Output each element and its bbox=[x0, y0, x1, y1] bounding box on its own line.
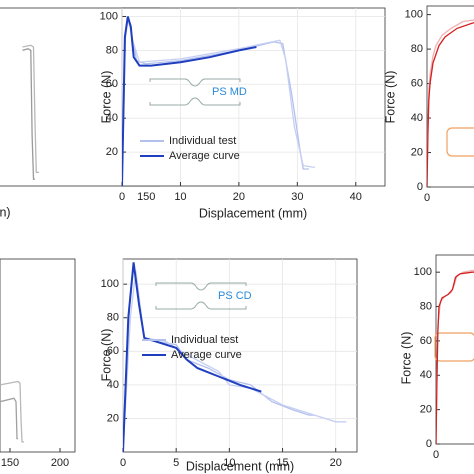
legend-label: Individual test bbox=[169, 135, 236, 147]
panel: 0 20 40 60 80 100 0 Force (N) bbox=[383, 5, 474, 204]
x-axis-label: n) bbox=[0, 205, 11, 219]
y-tick-label: 40 bbox=[107, 379, 119, 391]
x-tick-label: 150 bbox=[1, 457, 19, 469]
plot-area bbox=[0, 258, 76, 453]
panel: 20 40 60 80 100 0 5 10 15 20 Displacement (mm) Forc… bbox=[99, 258, 358, 473]
y-tick-label: 20 bbox=[420, 404, 432, 416]
series-line bbox=[123, 262, 262, 452]
legend-label: Average curve bbox=[169, 150, 240, 162]
x-tick-label: 30 bbox=[291, 191, 303, 203]
x-tick-label: 10 bbox=[223, 457, 235, 469]
x-tick-label: 5 bbox=[173, 457, 179, 469]
x-tick-label: 15 bbox=[276, 457, 288, 469]
y-tick-label: 40 bbox=[411, 112, 423, 124]
series-line bbox=[123, 270, 347, 452]
series-line bbox=[0, 380, 24, 443]
specimen-shape bbox=[155, 282, 247, 310]
x-tick-label: 0 bbox=[433, 449, 439, 461]
legend-label: Individual test bbox=[171, 334, 238, 346]
specimen-shape bbox=[149, 78, 241, 106]
x-tick-label: 200 bbox=[51, 457, 69, 469]
y-tick-label: 60 bbox=[420, 335, 432, 347]
y-tick-label: 0 bbox=[417, 181, 423, 193]
x-tick-label: 10 bbox=[174, 191, 186, 203]
y-axis-label: Force (N) bbox=[383, 71, 397, 124]
y-tick-label: 0 bbox=[426, 438, 432, 450]
y-axis-label: Force (N) bbox=[99, 71, 113, 124]
panel: 150 200 bbox=[0, 258, 76, 469]
y-tick-label: 80 bbox=[411, 43, 423, 55]
y-tick-label: 100 bbox=[405, 9, 423, 21]
y-tick-label: 60 bbox=[107, 345, 119, 357]
y-tick-label: 20 bbox=[107, 412, 119, 424]
plot-area bbox=[426, 5, 474, 188]
series-line bbox=[0, 397, 18, 440]
y-tick-label: 60 bbox=[106, 78, 118, 90]
specimen-box bbox=[434, 332, 474, 362]
panel: 20 40 60 80 100 0 10 20 30 40 Displacement (mm) For… bbox=[99, 7, 386, 220]
y-tick-label: 100 bbox=[101, 278, 119, 290]
plot-area bbox=[121, 7, 386, 187]
x-tick-label: 40 bbox=[350, 191, 362, 203]
y-tick-label: 60 bbox=[411, 77, 423, 89]
x-axis-label: Displacement (mm) bbox=[199, 206, 307, 220]
series-line bbox=[436, 271, 474, 444]
y-tick-label: 80 bbox=[107, 312, 119, 324]
x-tick-label: 150 bbox=[137, 191, 155, 203]
annotation: PS CD bbox=[218, 290, 252, 302]
x-tick-label: 0 bbox=[424, 192, 430, 204]
specimen-box bbox=[446, 127, 474, 157]
plot-area bbox=[435, 254, 474, 445]
y-tick-label: 20 bbox=[106, 146, 118, 158]
x-tick-label: 0 bbox=[119, 191, 125, 203]
x-tick-label: 0 bbox=[120, 457, 126, 469]
y-tick-label: 40 bbox=[420, 369, 432, 381]
annotation: PS MD bbox=[212, 86, 247, 98]
y-tick-label: 100 bbox=[100, 10, 118, 22]
y-tick-label: 80 bbox=[106, 44, 118, 56]
y-axis-label: Force (N) bbox=[399, 332, 413, 385]
panel: 0 20 40 60 80 100 0 Force (N) bbox=[399, 254, 474, 461]
x-axis-label: Displacement (mm) bbox=[186, 459, 294, 473]
y-tick-label: 20 bbox=[411, 146, 423, 158]
y-tick-label: 40 bbox=[106, 112, 118, 124]
series-line bbox=[122, 16, 257, 186]
y-tick-label: 100 bbox=[414, 266, 432, 278]
y-axis-label: Force (N) bbox=[99, 329, 113, 382]
series-line bbox=[427, 22, 474, 187]
x-tick-label: 20 bbox=[330, 457, 342, 469]
series-line bbox=[22, 44, 39, 174]
series-line bbox=[22, 47, 35, 180]
x-tick-label: 20 bbox=[233, 191, 245, 203]
legend-label: Average curve bbox=[171, 349, 242, 361]
y-tick-label: 80 bbox=[420, 300, 432, 312]
